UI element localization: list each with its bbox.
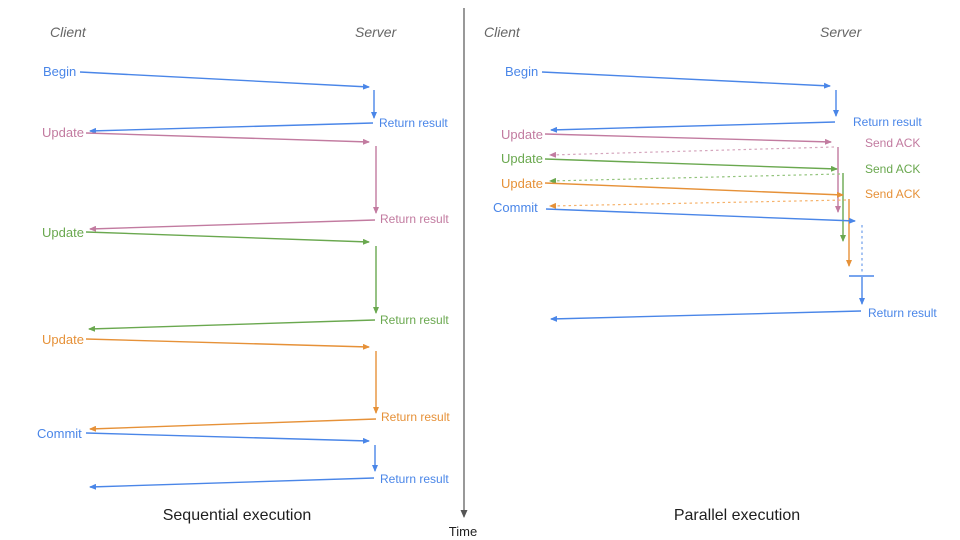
response-label: Return result bbox=[853, 115, 922, 129]
message-label: Update bbox=[42, 332, 84, 347]
message-label: Commit bbox=[37, 426, 82, 441]
response-arrow bbox=[89, 418, 377, 432]
ack-arrow-dotted bbox=[549, 199, 847, 209]
request-arrow bbox=[85, 432, 370, 444]
message-label: Update bbox=[42, 125, 84, 140]
message-label: Begin bbox=[43, 64, 76, 79]
message-update-2: Update Send ACK bbox=[501, 151, 920, 242]
request-arrow bbox=[79, 71, 370, 90]
response-label: Return result bbox=[381, 410, 450, 424]
request-arrow bbox=[85, 132, 370, 145]
response-label: Return result bbox=[380, 313, 449, 327]
message-label: Commit bbox=[493, 200, 538, 215]
request-arrow bbox=[541, 71, 831, 89]
response-arrow bbox=[550, 310, 862, 322]
request-arrow bbox=[85, 338, 370, 350]
message-update-1: Update Return result bbox=[42, 125, 449, 232]
response-arrow bbox=[89, 477, 375, 490]
message-label: Update bbox=[501, 176, 543, 191]
client-heading: Client bbox=[50, 24, 87, 40]
message-update-3: Update Send ACK bbox=[501, 176, 920, 267]
sequential-diagram: Client Server Begin Return result Update… bbox=[37, 24, 450, 524]
response-label: Return result bbox=[380, 212, 449, 226]
diagram-title-sequential: Sequential execution bbox=[163, 507, 312, 524]
message-update-3: Update Return result bbox=[42, 332, 450, 432]
diagram-title-parallel: Parallel execution bbox=[674, 507, 800, 524]
message-update-2: Update Return result bbox=[42, 225, 449, 332]
message-commit: Commit Return result bbox=[37, 426, 449, 490]
ack-arrow-dotted bbox=[549, 146, 835, 158]
ack-arrow-dotted bbox=[549, 173, 841, 184]
ack-label: Send ACK bbox=[865, 136, 920, 150]
server-heading: Server bbox=[820, 24, 863, 40]
ack-label: Send ACK bbox=[865, 162, 920, 176]
request-arrow bbox=[545, 208, 856, 224]
server-heading: Server bbox=[355, 24, 398, 40]
message-begin: Begin Return result bbox=[505, 64, 922, 133]
response-label: Return result bbox=[380, 472, 449, 486]
message-begin: Begin Return result bbox=[43, 64, 448, 134]
request-arrow bbox=[544, 182, 844, 198]
time-axis: Time bbox=[449, 8, 477, 539]
request-arrow bbox=[544, 133, 832, 145]
message-label: Begin bbox=[505, 64, 538, 79]
message-update-1: Update Send ACK bbox=[501, 127, 920, 213]
response-label: Return result bbox=[379, 116, 448, 130]
client-heading: Client bbox=[484, 24, 521, 40]
response-arrow bbox=[89, 122, 374, 134]
response-label: Return result bbox=[868, 306, 937, 320]
message-label: Update bbox=[42, 225, 84, 240]
response-arrow bbox=[550, 121, 836, 133]
message-label: Update bbox=[501, 151, 543, 166]
message-label: Update bbox=[501, 127, 543, 142]
request-arrow bbox=[544, 158, 838, 172]
message-commit: Commit Return result bbox=[493, 200, 937, 322]
request-arrow bbox=[85, 231, 370, 245]
response-arrow bbox=[89, 219, 376, 232]
time-axis-label: Time bbox=[449, 524, 477, 539]
parallel-diagram: Client Server Begin Return result Update… bbox=[484, 24, 937, 524]
response-arrow bbox=[88, 319, 376, 332]
ack-label: Send ACK bbox=[865, 187, 920, 201]
